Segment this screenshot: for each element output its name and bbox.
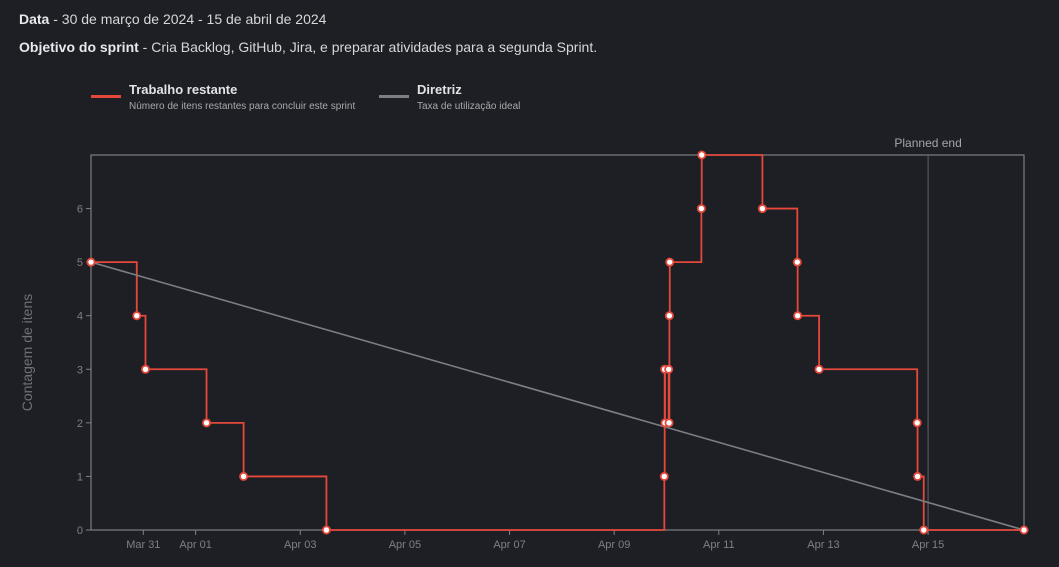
y-tick-label: 6 <box>77 204 83 216</box>
remaining-work-point <box>757 204 767 214</box>
x-tick-label: Apr 09 <box>598 539 630 551</box>
chart-legend: Trabalho restante Número de itens restan… <box>91 82 536 114</box>
legend-item-remaining-work[interactable]: Trabalho restante Número de itens restan… <box>91 82 363 114</box>
x-tick-label: Apr 15 <box>912 539 944 551</box>
remaining-work-point <box>919 525 929 535</box>
legend-title-remaining-work: Trabalho restante <box>129 82 238 97</box>
legend-swatch-guideline <box>379 95 409 98</box>
y-tick-label: 0 <box>77 525 83 537</box>
x-tick-label: Apr 05 <box>389 539 421 551</box>
y-tick-label: 2 <box>77 418 83 430</box>
plot-frame <box>90 154 1025 531</box>
remaining-work-point <box>659 471 669 481</box>
remaining-work-point <box>665 257 675 267</box>
y-tick-label: 3 <box>77 364 83 376</box>
planned-end-label: Planned end <box>894 136 961 150</box>
remaining-work-point <box>697 150 707 160</box>
remaining-work-point <box>1019 525 1029 535</box>
guideline-line <box>90 261 1025 531</box>
date-value: - 30 de março de 2024 - 15 de abril de 2… <box>49 11 327 27</box>
legend-description-remaining-work: Número de itens restantes para concluir … <box>129 101 356 112</box>
legend-description-guideline: Taxa de utilização ideal <box>417 101 521 112</box>
date-label: Data <box>19 11 50 27</box>
x-tick-label: Mar 31 <box>126 539 160 551</box>
remaining-work-point <box>664 418 674 428</box>
legend-title-guideline: Diretriz <box>417 82 462 97</box>
y-tick-label: 5 <box>77 257 83 269</box>
x-tick-label: Apr 03 <box>284 539 316 551</box>
x-tick-label: Apr 07 <box>493 539 525 551</box>
remaining-work-point <box>664 364 674 374</box>
sprint-goal-line: Objetivo do sprint - Cria Backlog, GitHu… <box>19 39 597 55</box>
y-tick-label: 4 <box>77 311 83 323</box>
remaining-work-point <box>696 204 706 214</box>
y-axis-label: Contagem de itens <box>19 294 35 412</box>
remaining-work-point <box>321 525 331 535</box>
remaining-work-point <box>202 418 212 428</box>
remaining-work-point <box>793 311 803 321</box>
goal-label: Objetivo do sprint <box>19 39 139 55</box>
remaining-work-point <box>913 471 923 481</box>
remaining-work-point <box>814 364 824 374</box>
x-tick-label: Apr 01 <box>179 539 211 551</box>
x-tick-label: Apr 13 <box>807 539 839 551</box>
remaining-work-point <box>132 311 142 321</box>
remaining-work-point <box>792 257 802 267</box>
legend-swatch-remaining-work <box>91 95 121 98</box>
legend-item-guideline[interactable]: Diretriz Taxa de utilização ideal <box>379 82 520 114</box>
remaining-work-point <box>86 257 96 267</box>
remaining-work-point <box>664 311 674 321</box>
remaining-work-point <box>140 364 150 374</box>
remaining-work-point <box>912 418 922 428</box>
remaining-work-line <box>91 154 1024 531</box>
y-tick-label: 1 <box>77 471 83 483</box>
x-tick-label: Apr 11 <box>703 539 735 551</box>
sprint-date-line: Data - 30 de março de 2024 - 15 de abril… <box>19 11 326 27</box>
remaining-work-point <box>239 471 249 481</box>
goal-value: - Cria Backlog, GitHub, Jira, e preparar… <box>138 39 598 55</box>
